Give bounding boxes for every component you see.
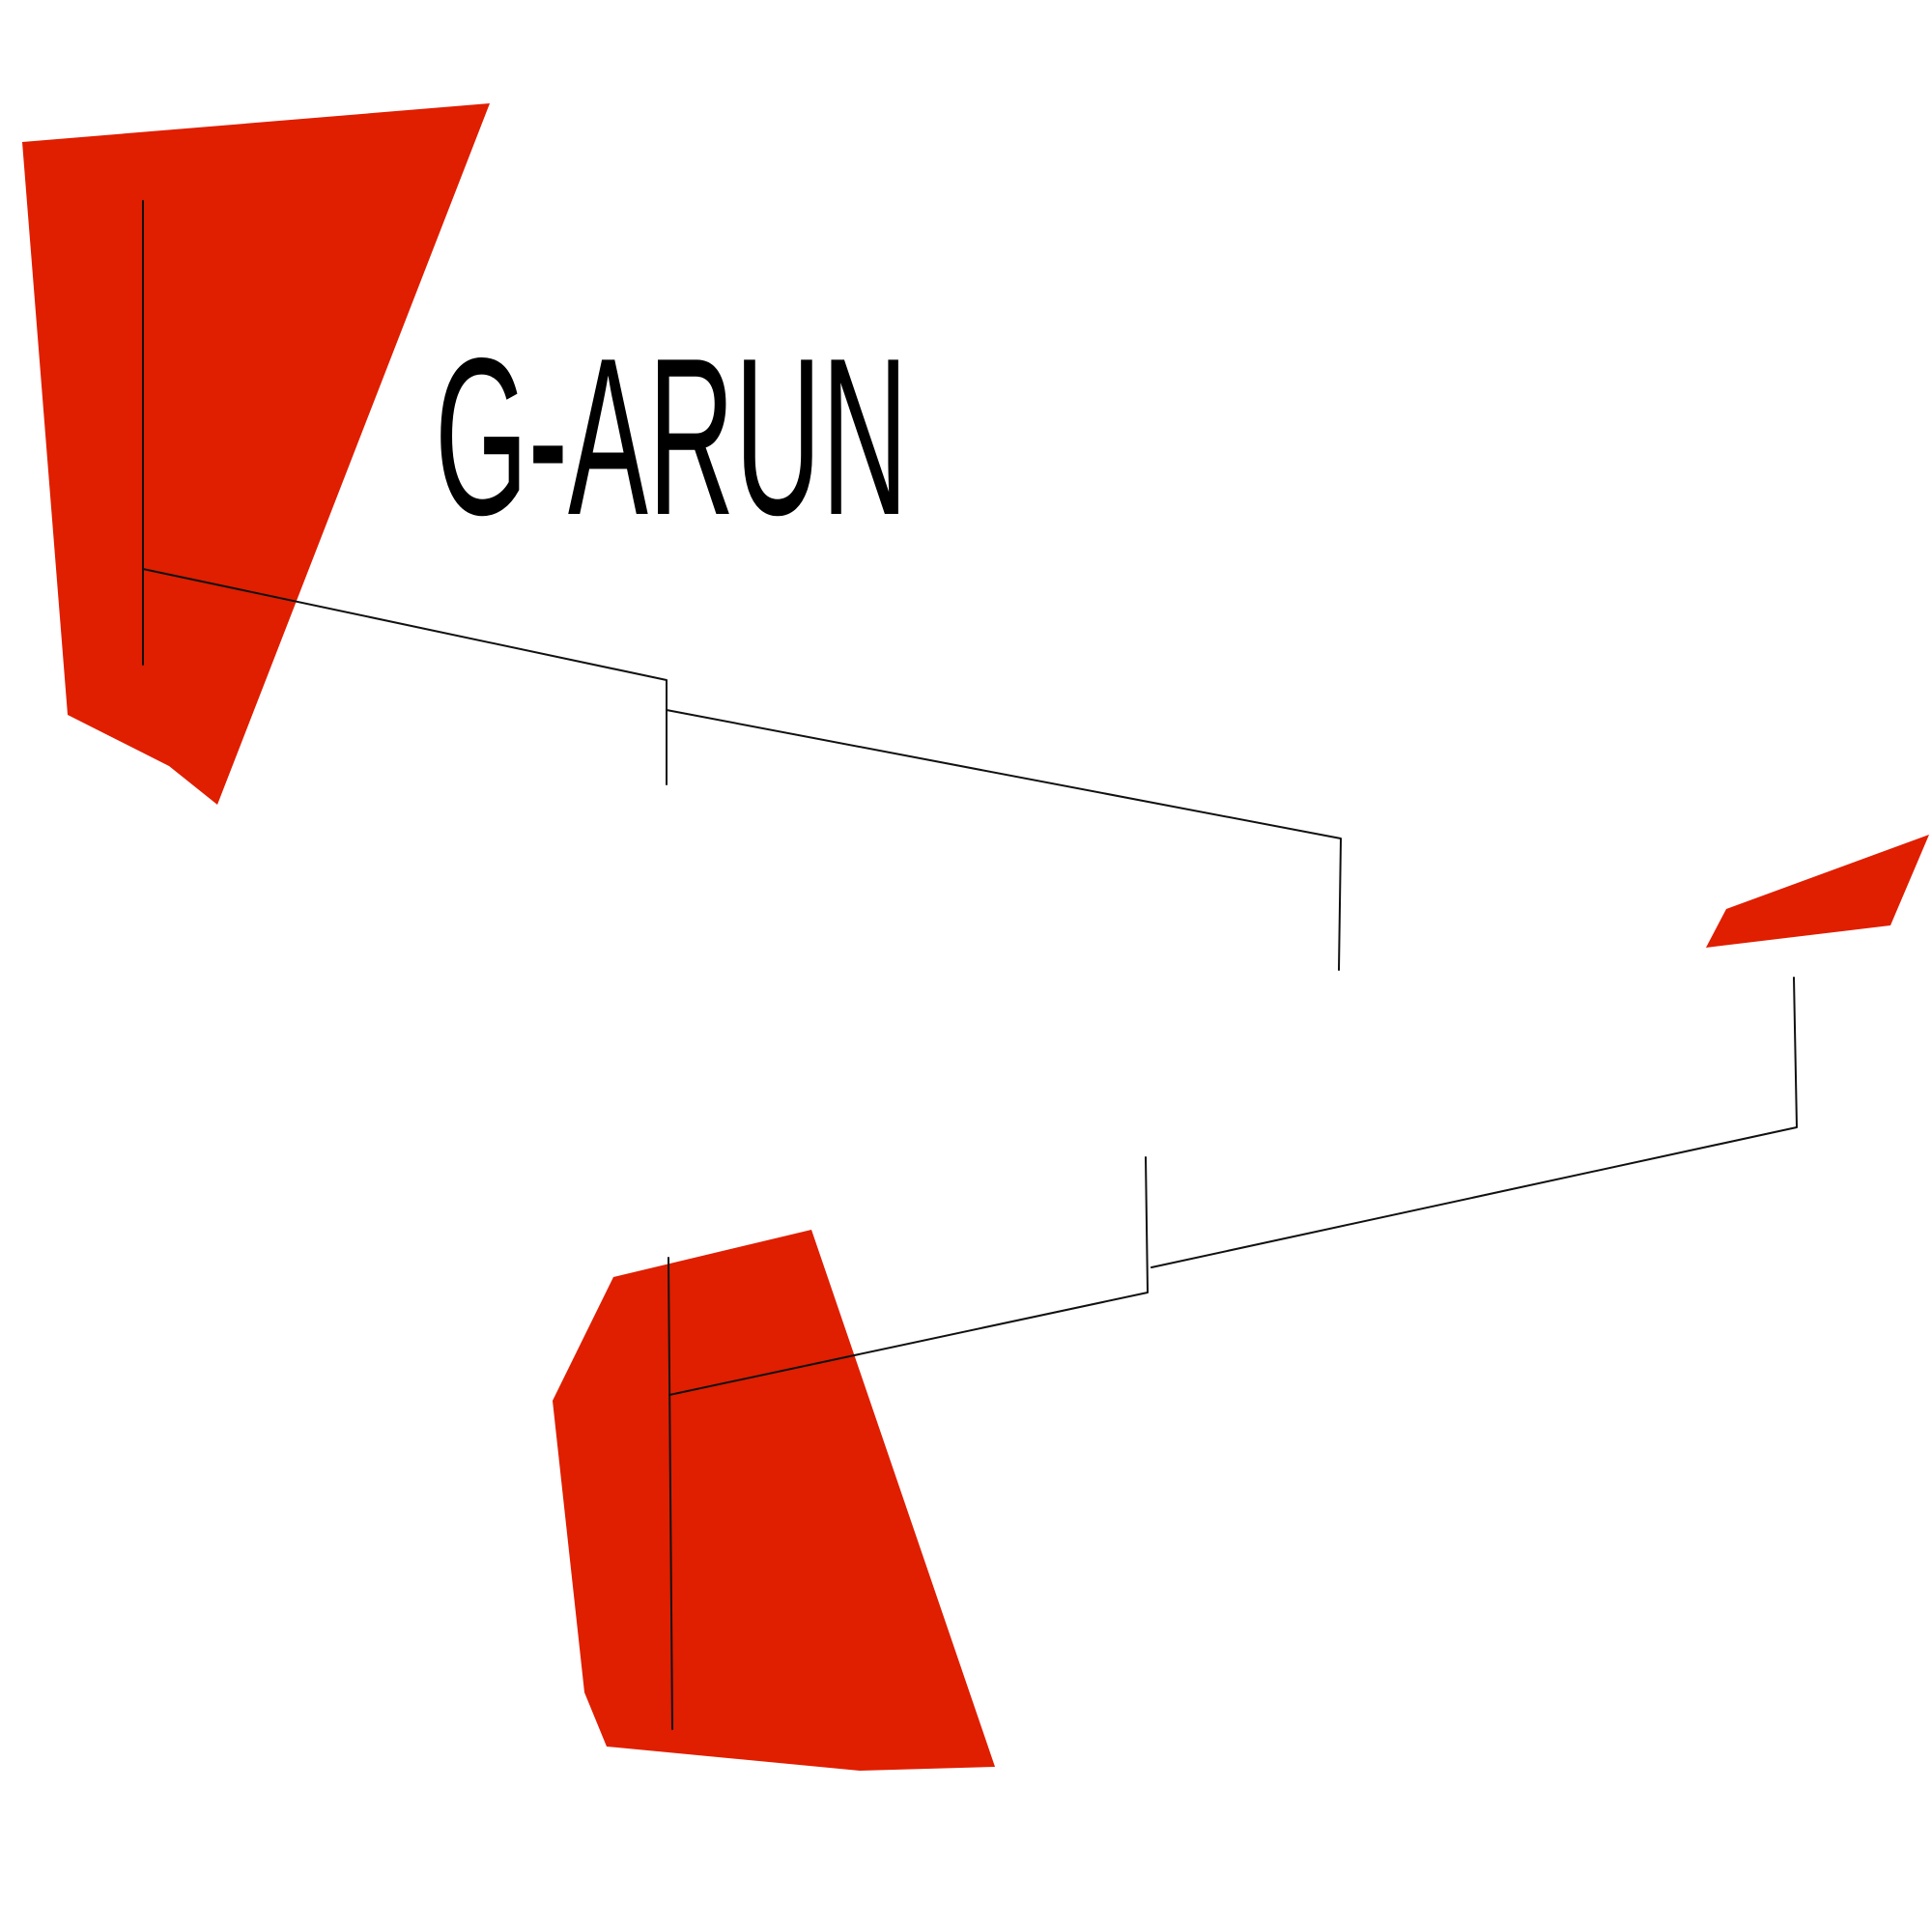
mobile-wire-upper (142, 200, 1342, 971)
registration-text: G-ARUN (435, 312, 908, 562)
mobile-wire-lower (668, 977, 1798, 1730)
red-shape-right (1706, 835, 1929, 948)
red-shape-bottom (553, 1230, 995, 1771)
red-shape-top-left (22, 103, 490, 805)
